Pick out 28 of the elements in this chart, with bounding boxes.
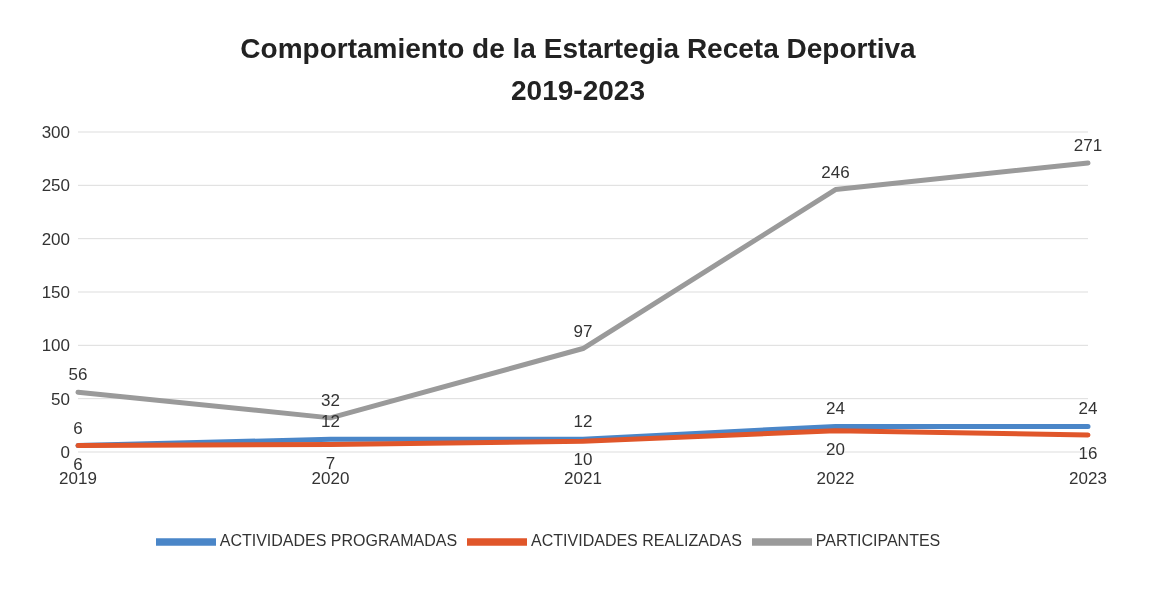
data-label: 12 — [573, 412, 593, 432]
data-label: 32 — [321, 390, 340, 410]
x-tick-label: 2021 — [564, 469, 602, 489]
y-tick-label: 100 — [41, 336, 70, 356]
data-label: 271 — [1073, 135, 1103, 155]
data-label: 56 — [68, 365, 88, 385]
legend-label: ACTIVIDADES PROGRAMADAS — [219, 532, 458, 550]
x-tick-label: 2022 — [816, 469, 855, 489]
data-label: 20 — [826, 439, 845, 459]
y-tick-label: 0 — [60, 443, 70, 463]
data-label: 97 — [573, 321, 593, 341]
data-label: 246 — [821, 162, 850, 182]
data-label: 10 — [573, 450, 593, 470]
legend-label: PARTICIPANTES — [815, 532, 941, 550]
data-label: 12 — [321, 412, 340, 432]
y-tick-label: 250 — [41, 176, 70, 196]
chart-title: Comportamiento de la Estartegia Receta Deportiva 2019-2023 — [239, 32, 917, 108]
data-label: 24 — [826, 399, 845, 419]
legend-label: ACTIVIDADES REALIZADAS — [531, 532, 742, 550]
x-tick-label: 2019 — [59, 469, 97, 489]
y-tick-label: 300 — [41, 123, 70, 143]
y-tick-label: 150 — [41, 283, 70, 303]
data-label: 24 — [1078, 399, 1098, 419]
data-label: 16 — [1078, 444, 1098, 463]
data-label: 6 — [73, 418, 83, 438]
x-tick-label: 2023 — [1069, 469, 1107, 489]
y-tick-label: 50 — [51, 389, 70, 409]
y-tick-label: 200 — [41, 229, 70, 249]
